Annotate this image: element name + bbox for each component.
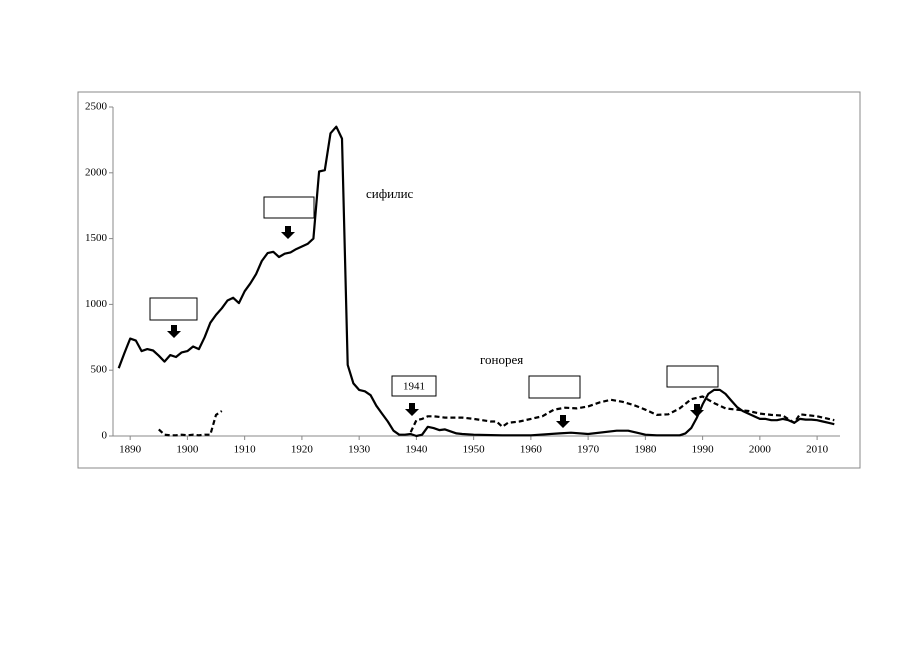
x-tick-label: 1950 <box>463 444 486 456</box>
y-tick-label: 1000 <box>85 298 108 310</box>
callout-box <box>666 365 719 388</box>
x-tick-label: 1970 <box>577 444 600 456</box>
x-tick-label: 1990 <box>692 444 715 456</box>
arrow <box>167 325 181 338</box>
arrows <box>167 226 704 428</box>
x-tick-label: 1960 <box>520 444 543 456</box>
x-tick-label: 1940 <box>405 444 428 456</box>
x-tick-label: 2010 <box>806 444 829 456</box>
y-tick-label: 500 <box>91 364 108 376</box>
y-tick-label: 1500 <box>85 232 108 244</box>
series-label: сифилис <box>366 186 414 201</box>
series-line <box>158 395 835 437</box>
x-tick-label: 1910 <box>234 444 257 456</box>
callout-box <box>149 297 198 321</box>
arrow <box>556 415 570 428</box>
callout-boxes <box>149 196 719 399</box>
arrow <box>405 403 419 416</box>
annotation: 1941 <box>403 381 425 393</box>
x-tick-label: 1980 <box>634 444 657 456</box>
callout-box <box>528 375 581 399</box>
x-tick-label: 1920 <box>291 444 314 456</box>
x-tick-label: 2000 <box>749 444 772 456</box>
x-tick-label: 1890 <box>119 444 142 456</box>
x-tick-label: 1900 <box>176 444 199 456</box>
series-line <box>117 125 835 438</box>
arrow <box>281 226 295 239</box>
y-tick-label: 2500 <box>85 101 108 113</box>
y-tick-label: 2000 <box>85 166 108 178</box>
series-label: гонорея <box>480 352 523 367</box>
x-tick-label: 1930 <box>348 444 371 456</box>
callout-box <box>391 375 437 397</box>
chart-frame <box>77 91 861 469</box>
y-tick-label: 0 <box>102 430 108 442</box>
callout-box <box>263 196 315 219</box>
arrow <box>690 404 704 417</box>
